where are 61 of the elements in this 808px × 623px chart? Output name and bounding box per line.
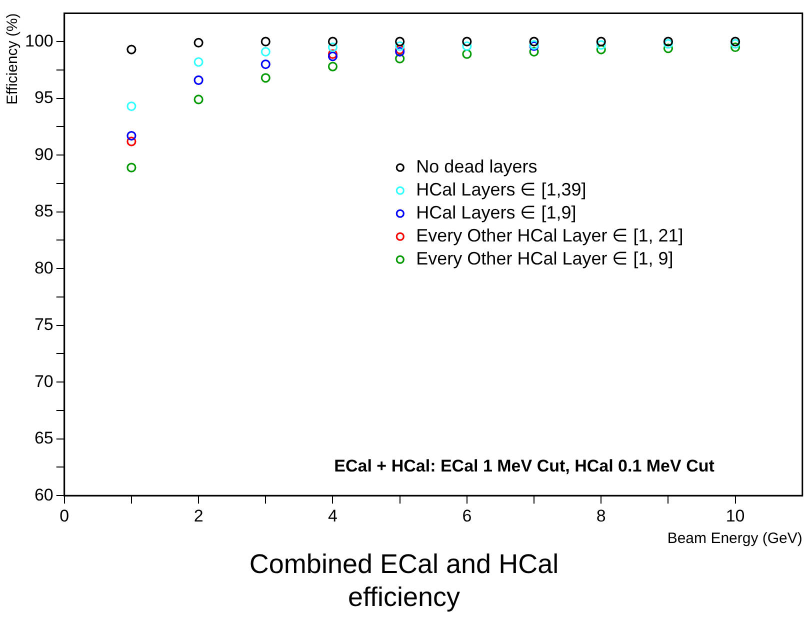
point: [328, 62, 338, 72]
text: Combined ECal and HCal efficiency: [248, 548, 560, 614]
point: [126, 130, 136, 141]
point: [328, 52, 338, 62]
y-tick-label: 85: [34, 202, 54, 221]
point: [126, 162, 136, 172]
point: [194, 38, 204, 48]
legend-label: HCal Layers ∈ [1,39]: [416, 180, 586, 200]
point: [529, 46, 539, 57]
point: [260, 36, 270, 46]
point: [596, 44, 606, 54]
point: [663, 44, 674, 54]
point: [730, 42, 740, 52]
y-tick-label: 65: [34, 428, 54, 448]
y-tick-label: 90: [34, 144, 54, 164]
y-tick-label: 60: [34, 485, 54, 504]
x-tick-label: 6: [462, 506, 472, 526]
y-tick-label: 95: [34, 88, 54, 108]
point: [395, 44, 405, 54]
x-tick-label: 10: [726, 506, 745, 526]
y-axis-title: Efficiency (%): [4, 13, 22, 105]
point: [663, 39, 674, 49]
legend-label: HCal Layers ∈ [1,9]: [416, 202, 576, 223]
y-tick-label: 75: [34, 315, 54, 334]
point: [462, 41, 472, 51]
point: [328, 42, 338, 52]
point: [529, 36, 539, 46]
point: [260, 73, 270, 83]
point: [663, 36, 674, 46]
x-tick-label: 4: [328, 506, 338, 526]
point: [730, 39, 740, 49]
point: [194, 75, 204, 85]
x-axis-title: Beam Energy (GeV): [667, 530, 802, 548]
annotation: ECal + HCal: ECal 1 MeV Cut, HCal 0.1 MeV Cut: [334, 456, 715, 476]
point: [126, 136, 136, 146]
x-tick-label: 2: [194, 506, 204, 526]
point: [194, 57, 204, 67]
point: [395, 41, 405, 51]
point: [462, 49, 472, 59]
point: [395, 36, 405, 46]
point: [126, 44, 136, 54]
y-tick-label: 70: [34, 372, 54, 391]
point: [194, 94, 204, 104]
point: [260, 46, 270, 57]
point: [260, 59, 270, 70]
point: [126, 101, 136, 112]
point: [730, 36, 740, 46]
y-tick-label: 100: [24, 31, 54, 50]
point: [596, 36, 606, 46]
x-tick-label: 8: [596, 506, 606, 526]
point: [596, 40, 606, 50]
legend-label: Every Other HCal Layer ∈ [1, 9]: [416, 248, 674, 269]
point: [328, 36, 338, 46]
point: [462, 36, 472, 46]
point: [395, 54, 405, 64]
y-tick-label: 80: [34, 258, 54, 278]
legend-label: No dead layers: [416, 156, 538, 177]
point: [395, 46, 405, 57]
x-tick-label: 0: [60, 506, 70, 526]
point: [328, 49, 338, 59]
legend-label: Every Other HCal Layer ∈ [1, 21]: [416, 226, 684, 246]
